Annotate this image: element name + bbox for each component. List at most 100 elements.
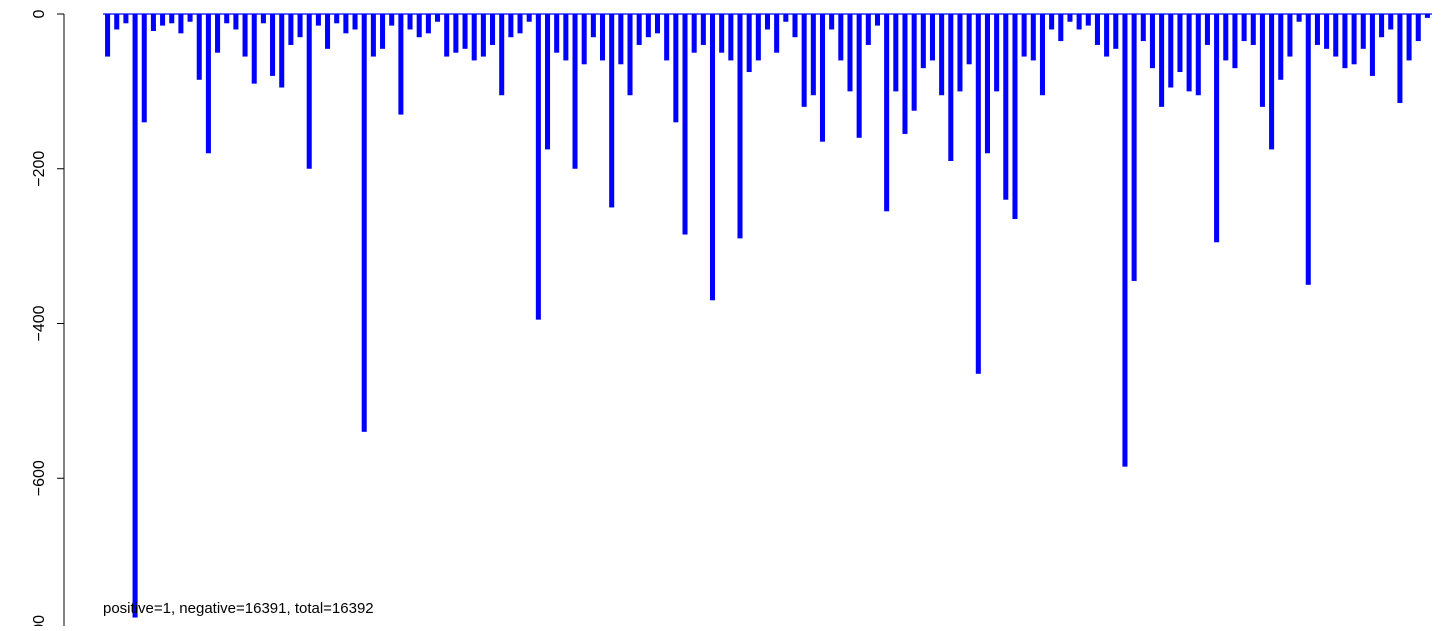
bar bbox=[471, 14, 477, 61]
y-axis: 0 −200 −400 −600 −800 bbox=[31, 9, 65, 631]
bar bbox=[1149, 14, 1155, 69]
bar bbox=[260, 14, 266, 24]
bar bbox=[572, 14, 578, 169]
bar bbox=[251, 14, 257, 84]
bar bbox=[499, 14, 505, 96]
bar bbox=[1305, 14, 1311, 285]
bar bbox=[288, 14, 294, 45]
bar bbox=[1094, 14, 1100, 45]
bar bbox=[1021, 14, 1027, 57]
bar bbox=[664, 14, 670, 61]
bar bbox=[939, 14, 945, 96]
bar bbox=[1177, 14, 1183, 73]
y-tick-label: −800 bbox=[31, 615, 48, 626]
y-tick-label: 0 bbox=[31, 9, 48, 18]
bar bbox=[1250, 14, 1256, 45]
bar bbox=[911, 14, 917, 111]
bar bbox=[389, 14, 395, 26]
bar bbox=[453, 14, 459, 53]
bar bbox=[132, 14, 138, 618]
bar bbox=[425, 14, 431, 34]
chart-annotation: positive=1, negative=16391, total=16392 bbox=[103, 600, 374, 617]
bar bbox=[1342, 14, 1348, 69]
bar bbox=[673, 14, 679, 123]
bar bbox=[370, 14, 376, 57]
bar bbox=[700, 14, 706, 45]
bar bbox=[407, 14, 413, 30]
bar bbox=[306, 14, 312, 169]
bar bbox=[114, 14, 120, 30]
bar bbox=[636, 14, 642, 45]
bar bbox=[856, 14, 862, 138]
bar bbox=[554, 14, 560, 53]
bar bbox=[1333, 14, 1339, 57]
bar bbox=[728, 14, 734, 61]
bar bbox=[169, 14, 175, 24]
y-tick-label: −400 bbox=[31, 305, 48, 341]
bar bbox=[279, 14, 285, 88]
bar bbox=[1030, 14, 1036, 61]
bar bbox=[517, 14, 523, 34]
bar bbox=[150, 14, 156, 32]
bar bbox=[105, 14, 111, 57]
bar bbox=[242, 14, 248, 57]
bar bbox=[480, 14, 486, 57]
bar bbox=[1287, 14, 1293, 57]
bars-group bbox=[105, 14, 1430, 618]
bar bbox=[1122, 14, 1128, 467]
bar bbox=[819, 14, 826, 142]
bar bbox=[737, 14, 743, 239]
bar bbox=[682, 14, 688, 235]
bar bbox=[618, 14, 624, 65]
bar bbox=[719, 14, 725, 53]
bar bbox=[829, 14, 835, 30]
bar bbox=[774, 14, 780, 53]
bar bbox=[215, 14, 221, 53]
bar bbox=[1159, 14, 1165, 107]
bar bbox=[325, 14, 331, 49]
bar bbox=[1058, 14, 1064, 42]
bar bbox=[691, 14, 697, 53]
bar bbox=[1360, 14, 1366, 49]
bar bbox=[1269, 14, 1275, 150]
bar bbox=[709, 14, 716, 301]
y-tick-label: −200 bbox=[31, 151, 48, 187]
bar bbox=[1379, 14, 1385, 38]
bar bbox=[1049, 14, 1055, 30]
bar bbox=[957, 14, 963, 92]
bar bbox=[526, 14, 532, 22]
bar bbox=[884, 14, 890, 212]
bar bbox=[792, 14, 798, 38]
bar bbox=[975, 14, 981, 374]
bar bbox=[1351, 14, 1357, 65]
bar bbox=[435, 14, 441, 22]
bar bbox=[1314, 14, 1320, 45]
bar bbox=[966, 14, 972, 65]
bar bbox=[1012, 14, 1018, 220]
bar bbox=[343, 14, 349, 34]
bar bbox=[1397, 14, 1403, 103]
bar bbox=[838, 14, 844, 61]
bar bbox=[1195, 14, 1201, 96]
bar bbox=[1296, 14, 1302, 22]
bar bbox=[490, 14, 496, 45]
bar bbox=[600, 14, 606, 61]
bar bbox=[1232, 14, 1238, 69]
bar bbox=[233, 14, 239, 30]
bar bbox=[1241, 14, 1247, 42]
bar bbox=[1140, 14, 1146, 42]
bar bbox=[984, 14, 990, 154]
bar bbox=[755, 14, 761, 61]
bar bbox=[1424, 14, 1430, 18]
bar bbox=[609, 14, 615, 208]
bar bbox=[810, 14, 816, 96]
bar bbox=[874, 14, 881, 26]
bar bbox=[801, 14, 807, 107]
bar bbox=[1415, 14, 1421, 42]
bar bbox=[627, 14, 633, 96]
bar bbox=[847, 14, 853, 92]
bar bbox=[361, 14, 367, 432]
bar bbox=[205, 14, 211, 154]
bar bbox=[334, 14, 340, 24]
bar bbox=[123, 14, 129, 24]
